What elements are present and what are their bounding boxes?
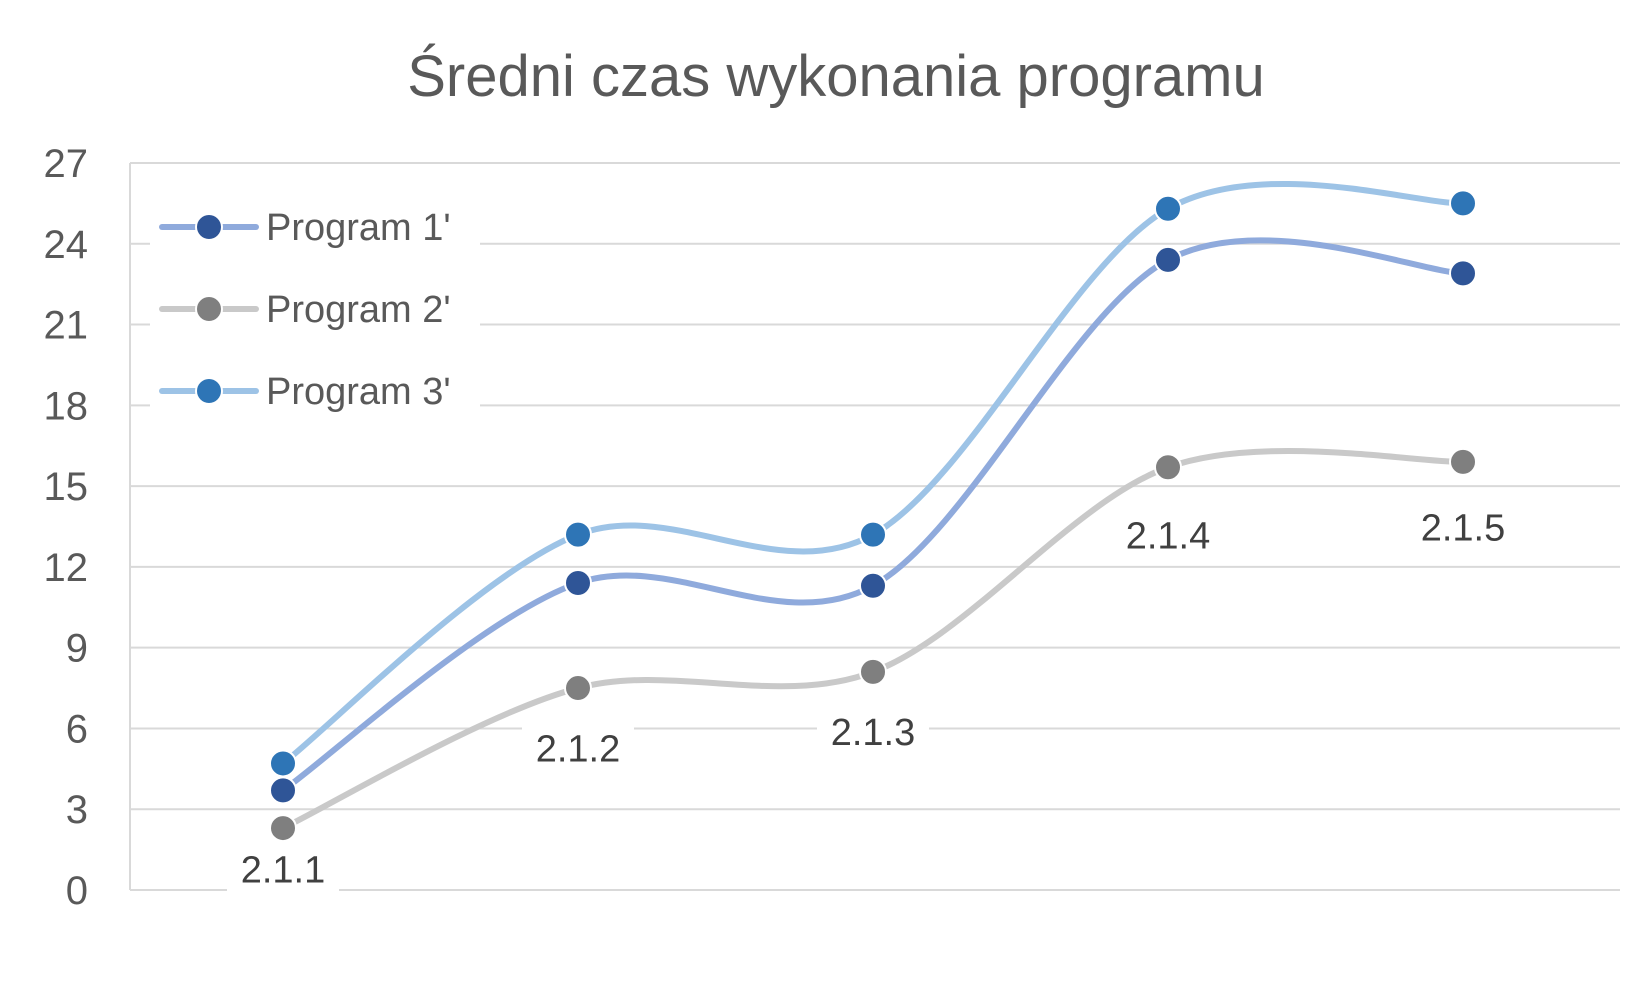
category-label-background [522, 721, 634, 774]
category-labels: 2.1.1 2.1.2 2.1.3 2.1.4 2.1.5 [227, 500, 1519, 895]
data-point-program-1-2.1.3 [859, 571, 887, 600]
data-point-program-1-2.1.5 [1449, 259, 1477, 288]
legend: Program 1' Program 2' Program 3' [150, 180, 480, 420]
y-tick-label: 27 [44, 142, 89, 186]
y-tick-label: 3 [66, 788, 88, 832]
category-label: 2.1.3 [831, 712, 916, 754]
data-point-program-3-2.1.3 [859, 520, 887, 549]
category-label: 2.1.5 [1421, 508, 1506, 550]
y-tick-label: 15 [44, 465, 89, 509]
legend-label-program-2: Program 2' [266, 289, 451, 331]
data-point-program-2-2.1.5 [1449, 447, 1477, 476]
data-point-program-3-2.1.5 [1449, 189, 1477, 218]
data-point-program-3-2.1.2 [564, 520, 592, 549]
y-tick-label: 12 [44, 546, 89, 590]
data-point-program-2-2.1.4 [1154, 453, 1182, 482]
y-tick-label: 9 [66, 627, 88, 671]
data-point-program-1-2.1.2 [564, 569, 592, 598]
legend-swatch-marker [195, 213, 223, 241]
data-point-program-2-2.1.1 [269, 814, 297, 843]
y-tick-label: 18 [44, 384, 89, 428]
data-point-program-1-2.1.1 [269, 776, 297, 805]
legend-label-program-3: Program 3' [266, 371, 451, 413]
data-point-program-3-2.1.4 [1154, 194, 1182, 223]
category-label: 2.1.4 [1126, 516, 1211, 558]
data-point-program-1-2.1.4 [1154, 245, 1182, 274]
legend-swatch-marker [195, 295, 223, 323]
series-line-program-2 [280, 448, 1466, 832]
y-tick-label: 21 [44, 304, 89, 348]
y-axis-ticks: 0 3 6 9 12 15 18 21 24 27 [44, 142, 89, 913]
category-label-background [1112, 508, 1224, 561]
y-tick-label: 6 [66, 707, 88, 751]
category-label-background [817, 705, 929, 758]
data-point-program-2-2.1.2 [564, 674, 592, 703]
chart-title: Średni czas wykonania programu [407, 44, 1265, 109]
category-label: 2.1.2 [536, 728, 621, 770]
legend-swatch-marker [195, 377, 223, 405]
legend-label-program-1: Program 1' [266, 207, 451, 249]
y-tick-label: 24 [44, 223, 89, 267]
y-tick-label: 0 [66, 869, 88, 913]
data-point-program-3-2.1.1 [269, 749, 297, 778]
category-label-background [227, 842, 339, 895]
series-layer [269, 181, 1477, 843]
category-label: 2.1.1 [241, 849, 326, 891]
data-point-program-2-2.1.3 [859, 657, 887, 686]
category-label-background [1407, 500, 1519, 553]
